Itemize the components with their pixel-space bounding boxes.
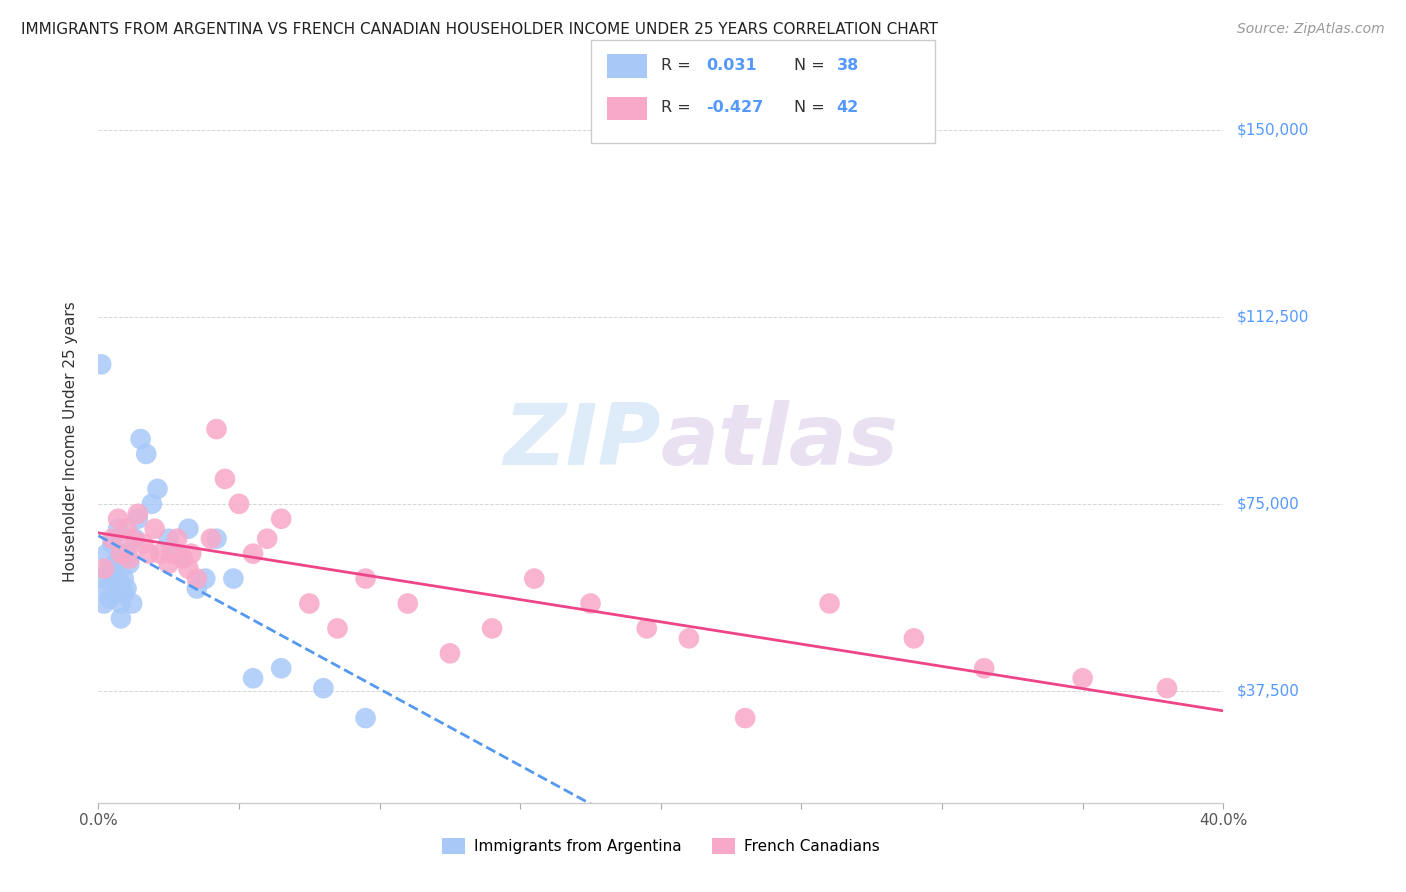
Text: $150,000: $150,000 bbox=[1237, 122, 1309, 137]
Point bbox=[141, 497, 163, 511]
Text: ZIP: ZIP bbox=[503, 400, 661, 483]
Point bbox=[121, 532, 143, 546]
Point bbox=[138, 547, 160, 561]
Point bbox=[270, 661, 292, 675]
Point bbox=[90, 357, 112, 371]
Point bbox=[135, 447, 157, 461]
Point bbox=[146, 482, 169, 496]
Point bbox=[180, 547, 202, 561]
Text: $112,500: $112,500 bbox=[1237, 310, 1309, 325]
Text: -0.427: -0.427 bbox=[706, 101, 763, 115]
Point bbox=[121, 597, 143, 611]
Point bbox=[98, 561, 121, 575]
Point bbox=[157, 532, 180, 546]
Text: N =: N = bbox=[794, 101, 831, 115]
Point bbox=[115, 547, 138, 561]
Point bbox=[636, 621, 658, 635]
Point bbox=[973, 661, 995, 675]
Point bbox=[157, 557, 180, 571]
Point bbox=[242, 547, 264, 561]
Point bbox=[107, 522, 129, 536]
Point bbox=[228, 497, 250, 511]
Point bbox=[186, 582, 208, 596]
Point bbox=[354, 711, 377, 725]
Point bbox=[439, 646, 461, 660]
Point bbox=[242, 671, 264, 685]
Point bbox=[1071, 671, 1094, 685]
Point bbox=[107, 572, 129, 586]
Point bbox=[127, 512, 149, 526]
Point bbox=[93, 572, 115, 586]
Point bbox=[903, 632, 925, 646]
Point bbox=[118, 557, 141, 571]
Point bbox=[396, 597, 419, 611]
Point bbox=[214, 472, 236, 486]
Point bbox=[177, 522, 200, 536]
Point bbox=[104, 557, 127, 571]
Point bbox=[127, 507, 149, 521]
Point bbox=[354, 572, 377, 586]
Point bbox=[205, 532, 228, 546]
Point bbox=[326, 621, 349, 635]
Text: N =: N = bbox=[794, 58, 831, 72]
Point bbox=[298, 597, 321, 611]
Point bbox=[104, 586, 127, 600]
Point bbox=[222, 572, 245, 586]
Text: Source: ZipAtlas.com: Source: ZipAtlas.com bbox=[1237, 22, 1385, 37]
Point bbox=[186, 572, 208, 586]
Point bbox=[160, 547, 183, 561]
Point bbox=[112, 572, 135, 586]
Point bbox=[177, 561, 200, 575]
Text: 38: 38 bbox=[837, 58, 859, 72]
Point bbox=[270, 512, 292, 526]
Text: R =: R = bbox=[661, 58, 696, 72]
Point bbox=[96, 547, 118, 561]
Point bbox=[115, 522, 138, 536]
Point bbox=[110, 597, 132, 611]
Point bbox=[129, 432, 152, 446]
Text: 42: 42 bbox=[837, 101, 859, 115]
Point bbox=[256, 532, 278, 546]
Text: $37,500: $37,500 bbox=[1237, 683, 1301, 698]
Point bbox=[172, 551, 194, 566]
Point bbox=[166, 532, 188, 546]
Point bbox=[101, 532, 124, 546]
Point bbox=[205, 422, 228, 436]
Point bbox=[312, 681, 335, 696]
Point bbox=[93, 561, 115, 575]
Y-axis label: Householder Income Under 25 years: Householder Income Under 25 years bbox=[63, 301, 77, 582]
Point bbox=[118, 551, 141, 566]
Legend: Immigrants from Argentina, French Canadians: Immigrants from Argentina, French Canadi… bbox=[436, 832, 886, 860]
Point bbox=[110, 547, 132, 561]
Point bbox=[579, 597, 602, 611]
Point bbox=[107, 512, 129, 526]
Point bbox=[93, 597, 115, 611]
Text: 0.031: 0.031 bbox=[706, 58, 756, 72]
Point bbox=[1156, 681, 1178, 696]
Point bbox=[98, 591, 121, 606]
Point bbox=[112, 586, 135, 600]
Text: atlas: atlas bbox=[661, 400, 898, 483]
Point bbox=[101, 566, 124, 581]
Point bbox=[200, 532, 222, 546]
Point bbox=[143, 522, 166, 536]
Point bbox=[110, 611, 132, 625]
Point bbox=[124, 532, 146, 546]
Point bbox=[132, 537, 155, 551]
Point bbox=[481, 621, 503, 635]
Text: $75,000: $75,000 bbox=[1237, 496, 1301, 511]
Point bbox=[194, 572, 217, 586]
Point bbox=[734, 711, 756, 725]
Point bbox=[166, 547, 188, 561]
Point bbox=[523, 572, 546, 586]
Point bbox=[96, 582, 118, 596]
Text: IMMIGRANTS FROM ARGENTINA VS FRENCH CANADIAN HOUSEHOLDER INCOME UNDER 25 YEARS C: IMMIGRANTS FROM ARGENTINA VS FRENCH CANA… bbox=[21, 22, 938, 37]
Point bbox=[818, 597, 841, 611]
Point bbox=[678, 632, 700, 646]
Point bbox=[101, 537, 124, 551]
Point bbox=[149, 547, 172, 561]
Text: R =: R = bbox=[661, 101, 696, 115]
Point bbox=[115, 582, 138, 596]
